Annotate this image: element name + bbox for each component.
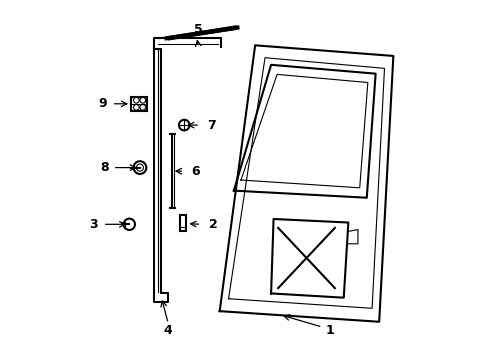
Text: 7: 7 [207,118,216,131]
Text: 5: 5 [194,23,203,36]
Text: 8: 8 [100,161,109,174]
Text: 3: 3 [89,218,98,231]
Text: 9: 9 [98,97,107,110]
Text: 6: 6 [191,165,200,177]
Text: 1: 1 [325,324,333,337]
Text: 4: 4 [163,324,172,337]
Text: 2: 2 [209,218,217,231]
Bar [180,215,186,231]
